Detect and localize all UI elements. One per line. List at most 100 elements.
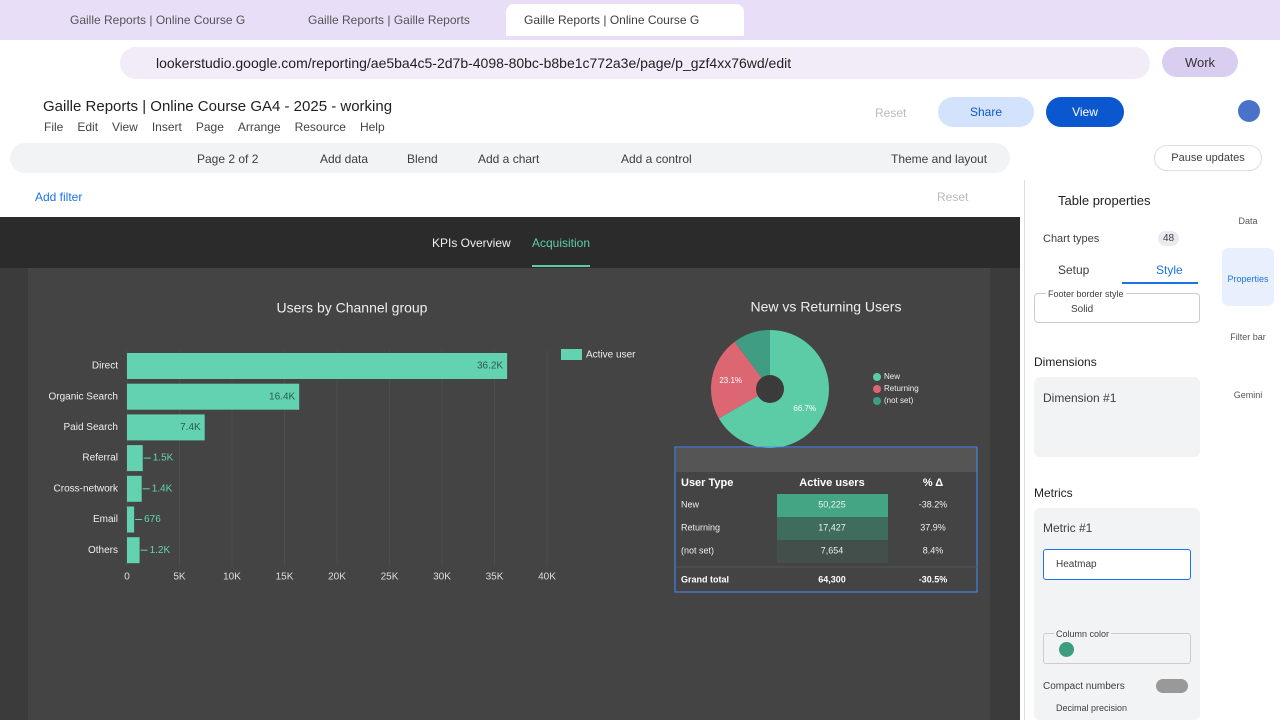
x-tick-label: 30K <box>433 572 451 583</box>
omnibox[interactable] <box>120 47 1150 79</box>
menu[interactable]: File <box>44 120 64 134</box>
menu[interactable]: Edit <box>77 120 99 134</box>
x-tick-label: 15K <box>276 572 294 583</box>
bar <box>127 353 508 379</box>
x-tick-label: 35K <box>486 572 504 583</box>
pause-updates[interactable]: Pause updates <box>1154 145 1262 171</box>
table-cell: (not set) <box>681 545 714 555</box>
category-label: Others <box>88 545 118 556</box>
report-tab[interactable]: KPIs Overview <box>432 236 511 250</box>
doc-title: Gaille Reports | Online Course GA4 - 202… <box>43 98 393 115</box>
category-label: Direct <box>92 361 118 372</box>
chart-count: 48 <box>1158 231 1180 246</box>
add-filter[interactable]: Add filter <box>35 190 83 204</box>
x-tick-label: 5K <box>173 572 186 583</box>
data-label: 676 <box>144 514 161 525</box>
table-cell: 50,225 <box>818 499 846 509</box>
data-label: 1.4K <box>152 483 173 494</box>
slice-label: 66.7% <box>793 404 816 413</box>
table-header-bar <box>676 448 977 472</box>
browser-tab[interactable]: Gaille Reports | Online Course G <box>506 4 744 36</box>
profile[interactable]: Work <box>1162 47 1238 77</box>
dimension-card <box>1034 377 1200 457</box>
compact: Compact numbers <box>1043 681 1125 692</box>
rail-item[interactable]: Filter bar <box>1230 332 1266 342</box>
add-control[interactable]: Add a control <box>621 152 692 166</box>
reset: Reset <box>875 106 907 120</box>
category-label: Paid Search <box>64 422 118 433</box>
blend[interactable]: Blend <box>407 152 438 166</box>
charts: Users by Channel group 0 5K 10K 15K 20K 25K 30K… <box>49 299 978 593</box>
chart-title: New vs Returning Users <box>751 299 902 315</box>
menu[interactable]: View <box>112 120 138 134</box>
menu[interactable]: Arrange <box>237 120 281 134</box>
tabs: Gaille Reports | Online Course G Gaille R… <box>30 4 744 36</box>
slice-label: 23.1% <box>719 376 742 385</box>
dimension1: Dimension #1 <box>1043 391 1117 405</box>
report-tab[interactable]: Acquisition <box>532 236 591 250</box>
bar <box>127 445 143 472</box>
x-tick-label: 25K <box>381 572 399 583</box>
bar <box>127 537 140 564</box>
donut-hole <box>756 375 784 403</box>
table-cell: New <box>681 499 700 509</box>
legend-label: Active user <box>586 350 636 361</box>
menu[interactable]: Help <box>359 120 385 134</box>
table-header: % Δ <box>923 477 943 489</box>
metric-type[interactable]: Heatmap <box>1043 549 1191 580</box>
filter-reset: Reset <box>937 190 969 204</box>
legend-dot <box>873 397 881 405</box>
metric1: Metric #1 <box>1043 521 1093 535</box>
theme[interactable]: Theme and layout <box>891 152 988 166</box>
footer-label: Footer border style <box>1046 289 1126 299</box>
pie-slice <box>710 341 770 419</box>
rail-item[interactable]: Properties <box>1222 248 1274 306</box>
x-tick-label: 40K <box>538 572 556 583</box>
table-cell: 17,427 <box>818 522 846 532</box>
table-cell: 8.4% <box>923 545 944 555</box>
panel-title: Table properties <box>1058 193 1151 208</box>
setup-tab[interactable]: Setup <box>1058 263 1090 277</box>
table-cell: 37.9% <box>920 522 946 532</box>
bar <box>127 414 205 441</box>
data-label: 7.4K <box>180 422 201 433</box>
menus: File Edit View Insert Page Arrange Resource Hel… <box>44 120 385 134</box>
toolbar <box>10 143 1010 173</box>
chart-title: Users by Channel group <box>277 300 428 316</box>
data-label: 1.2K <box>150 545 171 556</box>
share[interactable]: Share <box>938 97 1034 127</box>
data-label: 1.5K <box>153 453 174 464</box>
legend-label: Returning <box>884 384 919 393</box>
selection <box>674 446 978 593</box>
heat-cell <box>777 540 888 563</box>
chart-types[interactable]: Chart types <box>1043 233 1100 245</box>
menu[interactable]: Page <box>195 120 224 134</box>
table-header: Active users <box>799 477 864 489</box>
add-data[interactable]: Add data <box>320 152 369 166</box>
avatar[interactable] <box>1238 100 1260 122</box>
x-tick-label: 10K <box>223 572 241 583</box>
data-label: 36.2K <box>477 361 503 372</box>
side-rail: Data Properties Filter bar Gemini <box>1222 190 1274 422</box>
category-label: Email <box>93 514 118 525</box>
view[interactable]: View <box>1046 97 1124 127</box>
add-chart[interactable]: Add a chart <box>478 152 540 166</box>
rail-item[interactable]: Gemini <box>1233 390 1263 400</box>
browser-tab[interactable]: Gaille Reports | Gaille Reports <box>308 13 470 27</box>
rail-item[interactable]: Data <box>1238 216 1258 226</box>
style-tab[interactable]: Style <box>1156 263 1183 277</box>
legend-dot <box>873 385 881 393</box>
tab-indicator <box>532 265 590 267</box>
menu[interactable]: Resource <box>294 120 346 134</box>
heat-cell <box>777 517 888 540</box>
x-tick-label: 0 <box>124 572 130 583</box>
color-select[interactable] <box>1043 633 1191 664</box>
table-header: User Type <box>681 477 733 489</box>
x-tick-label: 20K <box>328 572 346 583</box>
category-label: Organic Search <box>49 391 118 402</box>
menu[interactable]: Insert <box>151 120 182 134</box>
browser-tab[interactable]: Gaille Reports | Online Course G <box>70 13 246 27</box>
tab-indicator <box>1122 282 1198 284</box>
toggle[interactable] <box>1156 679 1188 693</box>
